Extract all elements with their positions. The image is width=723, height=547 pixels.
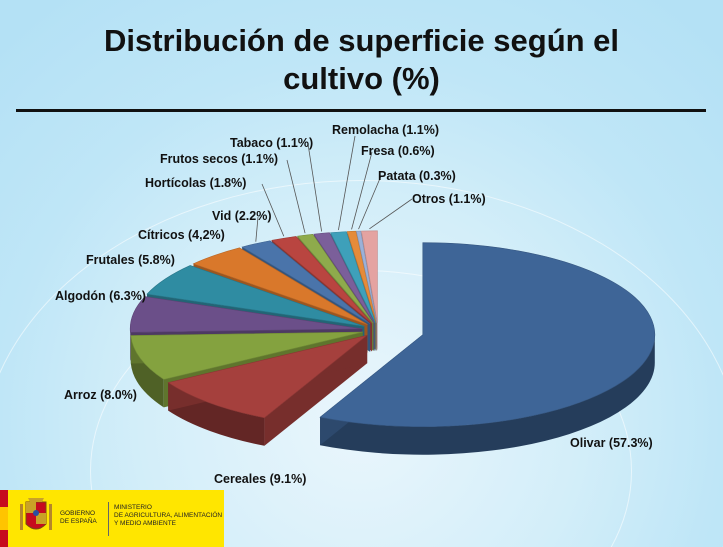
slice-label-remolacha: Remolacha (1.1%)	[332, 123, 439, 137]
slice-horticolas	[271, 236, 373, 324]
slice-remolacha	[330, 231, 376, 324]
slice-arroz	[130, 331, 363, 380]
slice-label-horticolas: Hortícolas (1.8%)	[145, 176, 246, 190]
title-line-1: Distribución de superficie según el	[103, 23, 620, 58]
slice-label-vid: Vid (2.2%)	[212, 209, 272, 223]
slice-frutales	[146, 265, 365, 327]
slice-tabaco	[313, 232, 375, 324]
leader-line-horticolas	[261, 183, 285, 237]
slice-wall-olivar	[320, 334, 655, 455]
slice-label-cereales: Cereales (9.1%)	[214, 472, 306, 486]
slice-label-frutales: Frutales (5.8%)	[86, 253, 175, 267]
government-footer: GOBIERNO DE ESPAÑA MINISTERIO DE AGRICUL…	[0, 490, 224, 547]
slice-label-fresa: Fresa (0.6%)	[361, 144, 435, 158]
leader-line-tabaco	[307, 143, 323, 232]
slice-label-otros: Otros (1.1%)	[412, 192, 486, 206]
leader-line-vid	[255, 216, 259, 242]
slice-vid	[241, 240, 371, 324]
slide-title: Distribución de superficie según el cult…	[0, 22, 723, 98]
slice-cereales	[167, 335, 368, 419]
title-line-2: cultivo (%)	[283, 61, 440, 96]
slice-frutos-secos	[296, 233, 374, 324]
slice-wall-arroz	[130, 335, 164, 408]
slice-algodon	[129, 296, 363, 333]
footer-divider	[108, 502, 109, 536]
slice-label-citricos: Cítricos (4,2%)	[138, 228, 225, 242]
ministry-label: MINISTERIO DE AGRICULTURA, ALIMENTACIÓN …	[114, 504, 223, 527]
leader-line-frutos-secos	[286, 159, 306, 234]
leader-line-remolacha	[338, 135, 356, 231]
pie-top-layer	[129, 230, 656, 427]
leader-line-patata	[358, 175, 382, 230]
slice-label-patata: Patata (0.3%)	[378, 169, 456, 183]
spanish-flag-strip	[0, 490, 8, 547]
background-halo-outer	[0, 180, 723, 547]
coat-of-arms-icon	[20, 498, 52, 530]
slice-label-frutos-secos: Frutos secos (1.1%)	[160, 152, 278, 166]
leader-lines	[255, 135, 413, 242]
title-underline	[16, 109, 706, 112]
slice-fresa	[346, 230, 377, 323]
slice-label-algodon: Algodón (6.3%)	[55, 289, 146, 303]
slice-label-olivar: Olivar (57.3%)	[570, 436, 653, 450]
slice-citricos	[192, 247, 368, 325]
government-label: GOBIERNO DE ESPAÑA	[60, 510, 97, 525]
leader-line-fresa	[351, 151, 373, 230]
slice-label-tabaco: Tabaco (1.1%)	[230, 136, 313, 150]
slice-label-arroz: Arroz (8.0%)	[64, 388, 137, 402]
slice-labels: Olivar (57.3%) Cereales (9.1%) Arroz (8.0%…	[55, 123, 653, 486]
slice-patata	[355, 230, 378, 323]
slice-otros	[361, 230, 378, 323]
slice-olivar	[319, 242, 656, 427]
leader-line-otros	[369, 198, 413, 230]
